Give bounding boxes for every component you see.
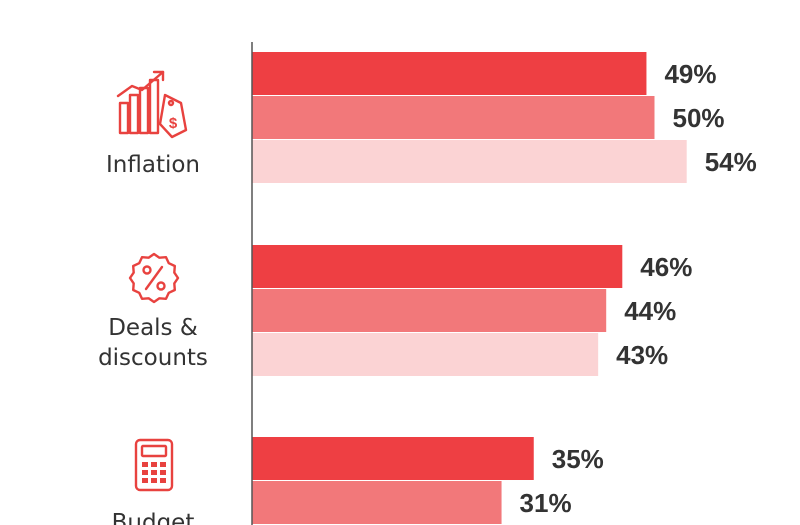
bar-value-label: 31%	[520, 488, 572, 518]
bar-value-label: 43%	[616, 340, 668, 370]
category-label: discounts	[98, 345, 208, 371]
bar-1-0	[252, 245, 623, 288]
svg-text:$: $	[169, 115, 178, 132]
category-label: Inflation	[106, 152, 200, 178]
bar-value-label: 49%	[664, 59, 716, 89]
bar-1-2	[252, 333, 599, 376]
price-tag-chart-icon: $	[116, 70, 188, 139]
bar-value-label: 54%	[705, 147, 757, 177]
bar-2-1	[252, 481, 502, 524]
bar-1-1	[252, 289, 607, 332]
bar-value-label: 50%	[673, 103, 725, 133]
bar-value-label: 35%	[552, 444, 604, 474]
calculator-icon	[134, 438, 174, 492]
category-label: Budget	[112, 510, 195, 525]
bar-0-1	[252, 96, 655, 139]
bar-0-2	[252, 140, 687, 183]
percent-badge-icon	[128, 252, 180, 304]
bar-value-label: 44%	[624, 296, 676, 326]
bar-value-label: 46%	[640, 252, 692, 282]
category-label: Deals &	[108, 315, 198, 341]
bar-0-0	[252, 52, 647, 95]
bar-2-0	[252, 437, 534, 480]
